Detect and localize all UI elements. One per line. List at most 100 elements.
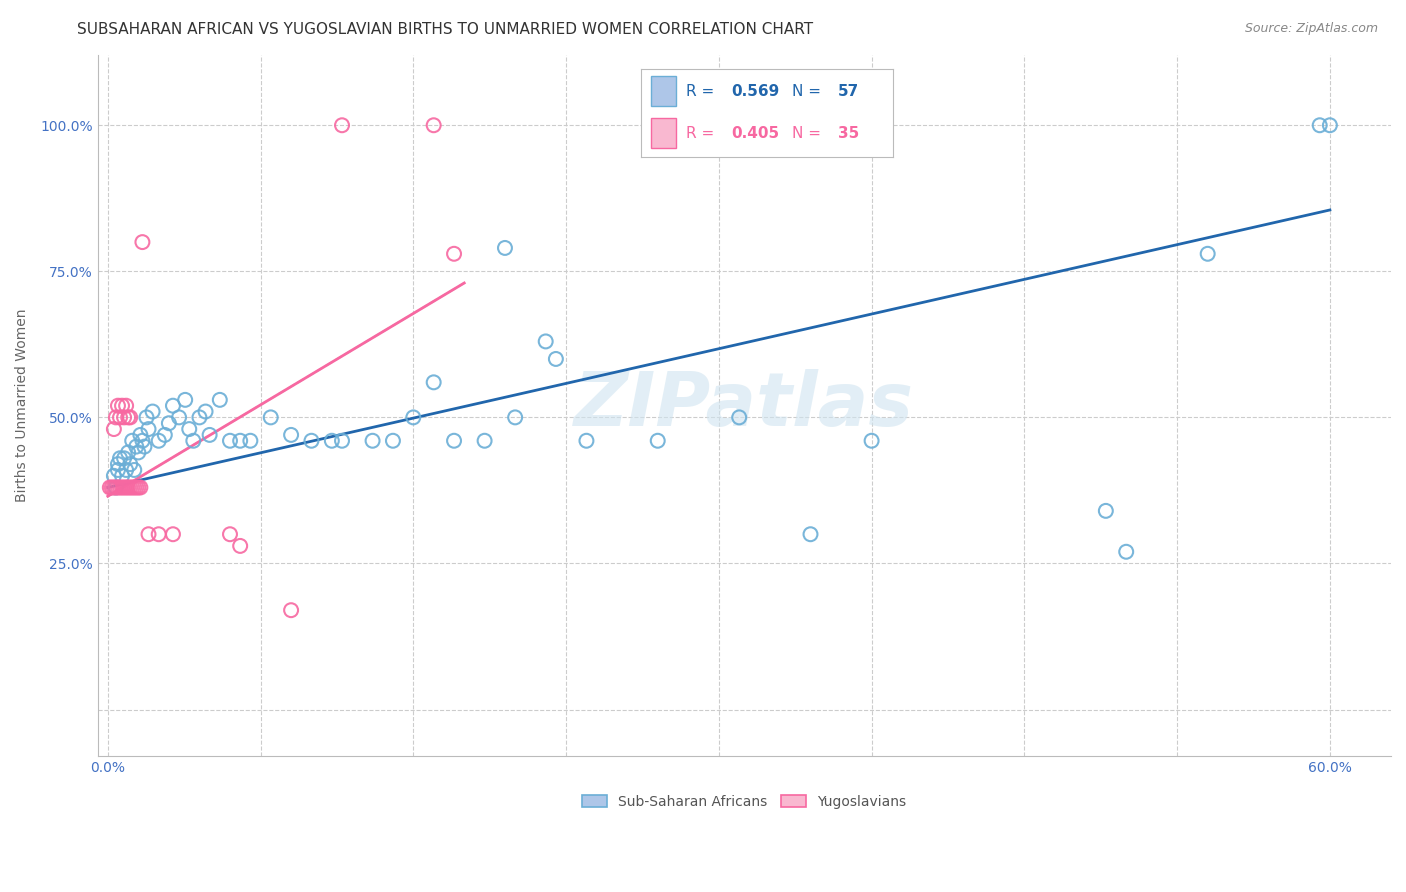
Y-axis label: Births to Unmarried Women: Births to Unmarried Women: [15, 309, 30, 502]
Point: [280, 603, 302, 617]
Point: [1309, 118, 1331, 132]
Point: [799, 527, 821, 541]
Point: [138, 422, 160, 436]
Point: [103, 481, 125, 495]
Point: [1197, 247, 1219, 261]
Point: [111, 481, 134, 495]
Point: [198, 428, 221, 442]
Point: [131, 235, 153, 249]
Point: [104, 481, 127, 495]
Point: [1115, 545, 1137, 559]
Point: [129, 481, 152, 495]
Point: [503, 410, 526, 425]
Point: [534, 334, 557, 349]
Point: [108, 410, 131, 425]
Point: [111, 399, 134, 413]
Point: [183, 434, 205, 448]
Text: ZIPatlas: ZIPatlas: [574, 369, 914, 442]
Point: [157, 416, 180, 430]
Point: [115, 463, 138, 477]
Point: [728, 410, 751, 425]
Point: [104, 410, 127, 425]
Point: [188, 410, 211, 425]
Point: [107, 481, 129, 495]
Point: [148, 527, 170, 541]
Point: [107, 463, 129, 477]
Point: [135, 410, 157, 425]
Point: [361, 434, 384, 448]
Point: [494, 241, 516, 255]
Text: SUBSAHARAN AFRICAN VS YUGOSLAVIAN BIRTHS TO UNMARRIED WOMEN CORRELATION CHART: SUBSAHARAN AFRICAN VS YUGOSLAVIAN BIRTHS…: [77, 22, 814, 37]
Point: [131, 434, 153, 448]
Point: [208, 392, 231, 407]
Point: [174, 392, 197, 407]
Point: [125, 481, 148, 495]
Point: [229, 434, 252, 448]
Point: [120, 481, 142, 495]
Point: [422, 118, 444, 132]
Point: [112, 451, 135, 466]
Point: [167, 410, 190, 425]
Point: [647, 434, 669, 448]
Point: [280, 428, 302, 442]
Point: [239, 434, 262, 448]
Point: [134, 440, 156, 454]
Point: [575, 434, 598, 448]
Point: [129, 428, 152, 442]
Point: [108, 481, 131, 495]
Point: [127, 481, 149, 495]
Point: [107, 457, 129, 471]
Point: [98, 481, 121, 495]
Point: [115, 481, 138, 495]
Point: [108, 451, 131, 466]
Point: [107, 399, 129, 413]
Point: [153, 428, 176, 442]
Point: [111, 468, 134, 483]
Point: [321, 434, 343, 448]
Point: [121, 434, 143, 448]
Point: [162, 527, 184, 541]
Point: [101, 481, 124, 495]
Point: [120, 457, 142, 471]
Point: [162, 399, 184, 413]
Point: [301, 434, 323, 448]
Point: [443, 247, 465, 261]
Point: [260, 410, 283, 425]
Point: [219, 434, 242, 448]
Point: [112, 481, 135, 495]
Point: [117, 445, 139, 459]
Point: [104, 481, 127, 495]
Point: [115, 399, 138, 413]
Point: [860, 434, 883, 448]
Point: [117, 410, 139, 425]
Point: [125, 440, 148, 454]
Point: [422, 376, 444, 390]
Point: [148, 434, 170, 448]
Point: [120, 410, 142, 425]
Point: [138, 527, 160, 541]
Legend: Sub-Saharan Africans, Yugoslavians: Sub-Saharan Africans, Yugoslavians: [575, 788, 914, 816]
Point: [219, 527, 242, 541]
Point: [544, 351, 567, 366]
Point: [474, 434, 496, 448]
Point: [117, 481, 139, 495]
Point: [229, 539, 252, 553]
Point: [443, 434, 465, 448]
Point: [112, 410, 135, 425]
Point: [103, 468, 125, 483]
Point: [194, 404, 217, 418]
Point: [330, 434, 353, 448]
Point: [381, 434, 404, 448]
Point: [121, 481, 143, 495]
Point: [402, 410, 425, 425]
Point: [122, 463, 145, 477]
Point: [103, 422, 125, 436]
Point: [122, 481, 145, 495]
Point: [179, 422, 201, 436]
Point: [330, 118, 353, 132]
Point: [1095, 504, 1118, 518]
Point: [1319, 118, 1341, 132]
Point: [127, 445, 149, 459]
Text: Source: ZipAtlas.com: Source: ZipAtlas.com: [1244, 22, 1378, 36]
Point: [142, 404, 165, 418]
